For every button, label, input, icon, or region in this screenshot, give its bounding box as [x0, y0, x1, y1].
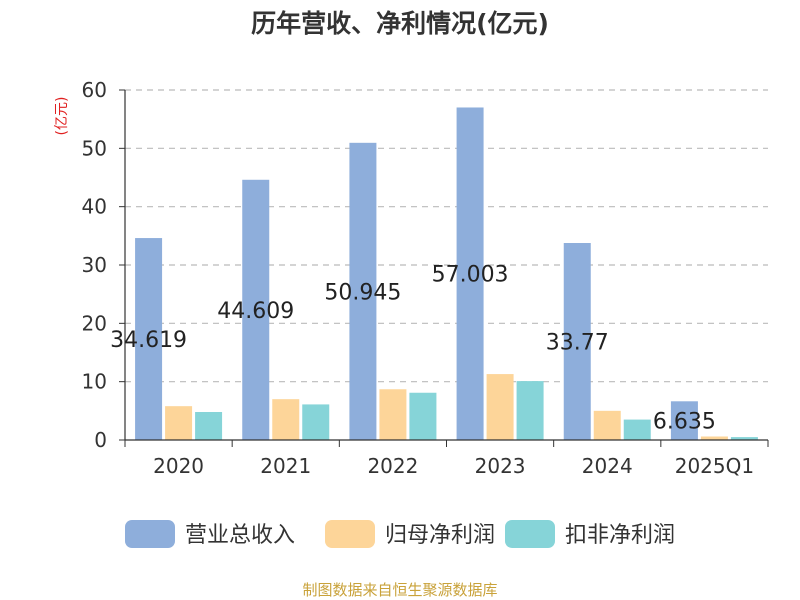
axes: 0 10 20 30 40 50 60 2020 2021 2022 2023 2024 2025Q1: [82, 78, 769, 478]
legend-swatch: [505, 520, 555, 548]
gridlines: [125, 89, 768, 383]
x-tick-label: 2024: [582, 454, 633, 478]
legend-swatch: [325, 520, 375, 548]
data-source-note: 制图数据来自恒生聚源数据库: [302, 581, 497, 599]
y-tick-label: 30: [82, 253, 107, 277]
bar: [195, 412, 223, 440]
bars: [135, 107, 758, 441]
bar: [302, 404, 330, 440]
y-tick-label: 40: [82, 195, 107, 219]
data-labels: 34.619 44.609 50.945 57.003 33.77 6.635: [110, 263, 716, 435]
legend: 营业总收入 归母净利润 扣非净利润: [125, 520, 675, 548]
data-label: 6.635: [653, 410, 716, 435]
legend-label: 归母净利润: [385, 523, 495, 548]
bar: [700, 436, 728, 440]
x-tick-label: 2023: [475, 454, 526, 478]
bar: [486, 374, 514, 440]
legend-label: 扣非净利润: [565, 523, 675, 548]
y-tick-label: 60: [82, 78, 107, 102]
y-tick-label: 20: [82, 311, 107, 335]
y-axis-unit-label: (亿元): [54, 97, 70, 136]
data-label: 33.77: [546, 331, 609, 356]
x-tick-label: 2021: [260, 454, 311, 478]
bar: [409, 392, 437, 440]
bar: [272, 399, 300, 440]
bar: [593, 410, 621, 440]
bar: [456, 107, 484, 441]
data-label: 44.609: [217, 299, 294, 324]
bar: [670, 401, 698, 440]
bar: [135, 238, 163, 440]
data-label: 57.003: [432, 263, 509, 288]
bar: [516, 381, 544, 440]
data-label: 34.619: [110, 328, 187, 353]
y-tick-label: 0: [94, 428, 107, 452]
bar: [730, 437, 758, 440]
data-label: 50.945: [324, 280, 401, 305]
y-tick-label: 10: [82, 370, 107, 394]
legend-swatch: [125, 520, 175, 548]
bar: [165, 406, 193, 440]
chart-title: 历年营收、净利情况(亿元): [251, 9, 549, 38]
bar: [379, 389, 407, 440]
bar: [623, 419, 651, 440]
bar: [349, 142, 377, 440]
x-tick-label: 2020: [153, 454, 204, 478]
bar: [563, 243, 591, 440]
bar: [242, 179, 270, 441]
legend-label: 营业总收入: [185, 523, 295, 548]
x-tick-label: 2022: [367, 454, 418, 478]
x-tick-label: 2025Q1: [675, 454, 754, 478]
y-tick-label: 50: [82, 136, 107, 160]
